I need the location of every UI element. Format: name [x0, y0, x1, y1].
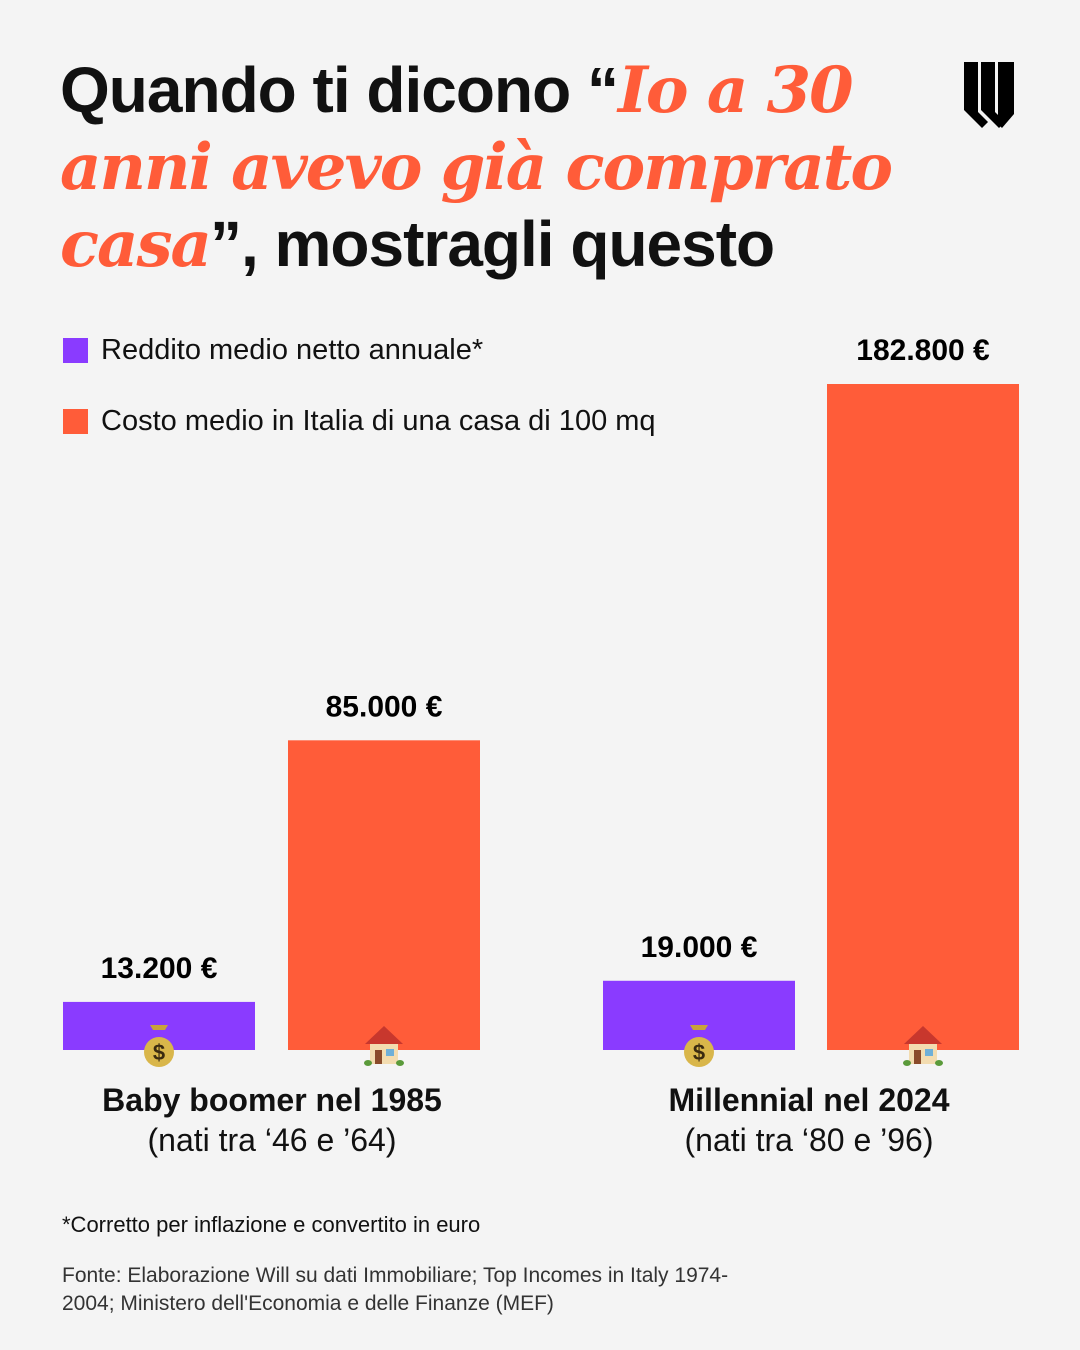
source-note: Fonte: Elaborazione Will su dati Immobil…: [62, 1264, 729, 1315]
legend-swatch-house: [63, 409, 88, 434]
will-logo-icon: [964, 62, 1014, 128]
bar-house: [288, 740, 480, 1050]
title-part2: ”, mostragli questo: [209, 208, 775, 280]
title-part1: Quando ti dicono “: [60, 54, 619, 126]
house-icon: [903, 1026, 943, 1066]
value-label: 85.000 €: [326, 690, 443, 723]
footnote: *Corretto per inflazione e convertito in…: [62, 1212, 481, 1237]
money-bag-icon: $: [144, 1025, 174, 1067]
legend-label-income: Reddito medio netto annuale*: [101, 334, 484, 366]
category-name: Millennial nel 2024: [668, 1082, 950, 1118]
value-label: 19.000 €: [641, 931, 758, 964]
title-highlight: Io a 30 anni avevo già comprato casa: [60, 53, 893, 282]
house-icon: [364, 1026, 404, 1066]
category-subtitle: (nati tra ‘80 e ’96): [684, 1122, 934, 1158]
legend-item-income: Reddito medio netto annuale*: [63, 334, 483, 367]
svg-text:$: $: [153, 1040, 165, 1065]
category-label-boomer: Baby boomer nel 1985 (nati tra ‘46 e ’64…: [22, 1080, 522, 1160]
legend-label-house: Costo medio in Italia di una casa di 100…: [101, 405, 656, 437]
value-label: 182.800 €: [856, 334, 990, 367]
category-label-millennial: Millennial nel 2024 (nati tra ‘80 e ’96): [559, 1080, 1059, 1160]
category-subtitle: (nati tra ‘46 e ’64): [147, 1122, 397, 1158]
money-bag-icon: $: [684, 1025, 714, 1067]
legend-item-house: Costo medio in Italia di una casa di 100…: [63, 405, 656, 438]
legend-swatch-income: [63, 338, 88, 363]
bar-house: [827, 384, 1019, 1050]
value-label: 13.200 €: [101, 952, 218, 985]
category-name: Baby boomer nel 1985: [102, 1082, 442, 1118]
svg-text:$: $: [693, 1040, 705, 1065]
page-title: Quando ti dicono “Io a 30 anni avevo già…: [60, 52, 960, 283]
